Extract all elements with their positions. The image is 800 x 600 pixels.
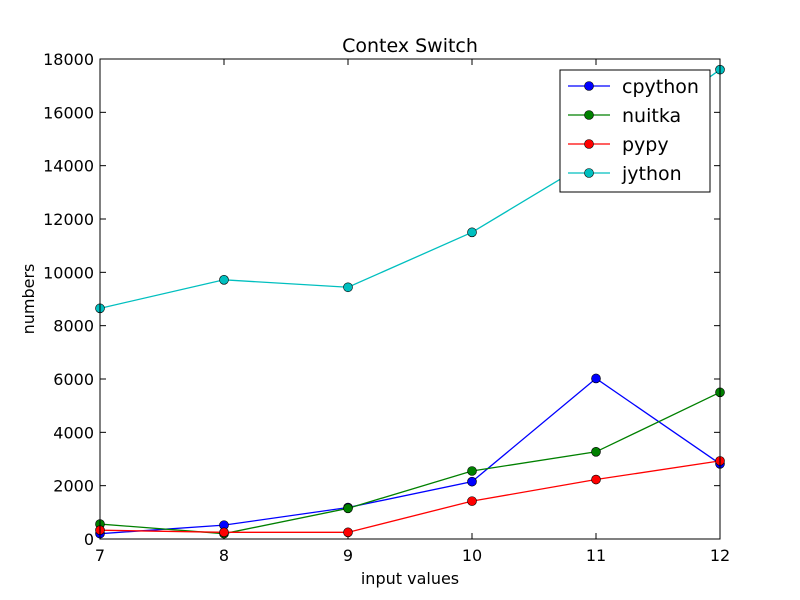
x-tick-label: 12 <box>710 546 730 565</box>
x-tick-label: 9 <box>343 546 353 565</box>
y-axis-label: numbers <box>19 264 38 335</box>
x-tick-label: 10 <box>462 546 482 565</box>
y-tick-label: 8000 <box>53 317 94 336</box>
y-tick-label: 14000 <box>43 157 94 176</box>
legend-swatch-marker <box>584 110 594 120</box>
x-axis: 7 8 9 10 11 12 <box>95 59 730 565</box>
series-layer <box>95 64 725 539</box>
y-tick-label: 12000 <box>43 210 94 229</box>
data-point-jython <box>467 227 477 238</box>
legend-label: nuitka <box>622 105 681 127</box>
y-tick-label: 0 <box>84 530 94 549</box>
series-pypy <box>95 456 725 538</box>
data-point-cpython <box>591 373 601 384</box>
y-tick-label: 4000 <box>53 423 94 442</box>
y-tick-label: 10000 <box>43 263 94 282</box>
chart-title: Contex Switch <box>342 35 478 57</box>
data-point-jython <box>343 282 353 293</box>
x-tick-label: 11 <box>586 546 606 565</box>
y-tick-label: 16000 <box>43 103 94 122</box>
data-point-pypy <box>343 527 353 538</box>
y-tick-label: 6000 <box>53 370 94 389</box>
data-point-cpython <box>467 476 477 487</box>
series-line-cpython <box>99 377 721 535</box>
data-point-nuitka <box>591 446 601 457</box>
legend-swatch-marker <box>584 81 594 91</box>
data-point-nuitka <box>343 503 353 514</box>
legend-label: jython <box>621 163 682 185</box>
legend-swatch-marker <box>584 139 594 149</box>
data-point-nuitka <box>467 466 477 476</box>
plot-frame <box>99 58 721 540</box>
legend-swatch-marker <box>584 168 594 178</box>
x-tick-label: 8 <box>219 546 229 565</box>
y-tick-label: 2000 <box>53 477 94 496</box>
data-point-pypy <box>591 474 601 485</box>
y-tick-label: 18000 <box>43 50 94 69</box>
data-point-pypy <box>467 496 477 506</box>
legend-label: pypy <box>622 134 669 156</box>
legend-label: cpython <box>622 76 699 98</box>
data-point-jython <box>219 274 229 285</box>
legend: cpython nuitka pypy jython <box>559 69 711 193</box>
x-tick-label: 7 <box>95 546 105 565</box>
data-point-pypy <box>219 527 229 538</box>
x-axis-label: input values <box>361 569 459 588</box>
series-line-pypy <box>99 460 721 533</box>
